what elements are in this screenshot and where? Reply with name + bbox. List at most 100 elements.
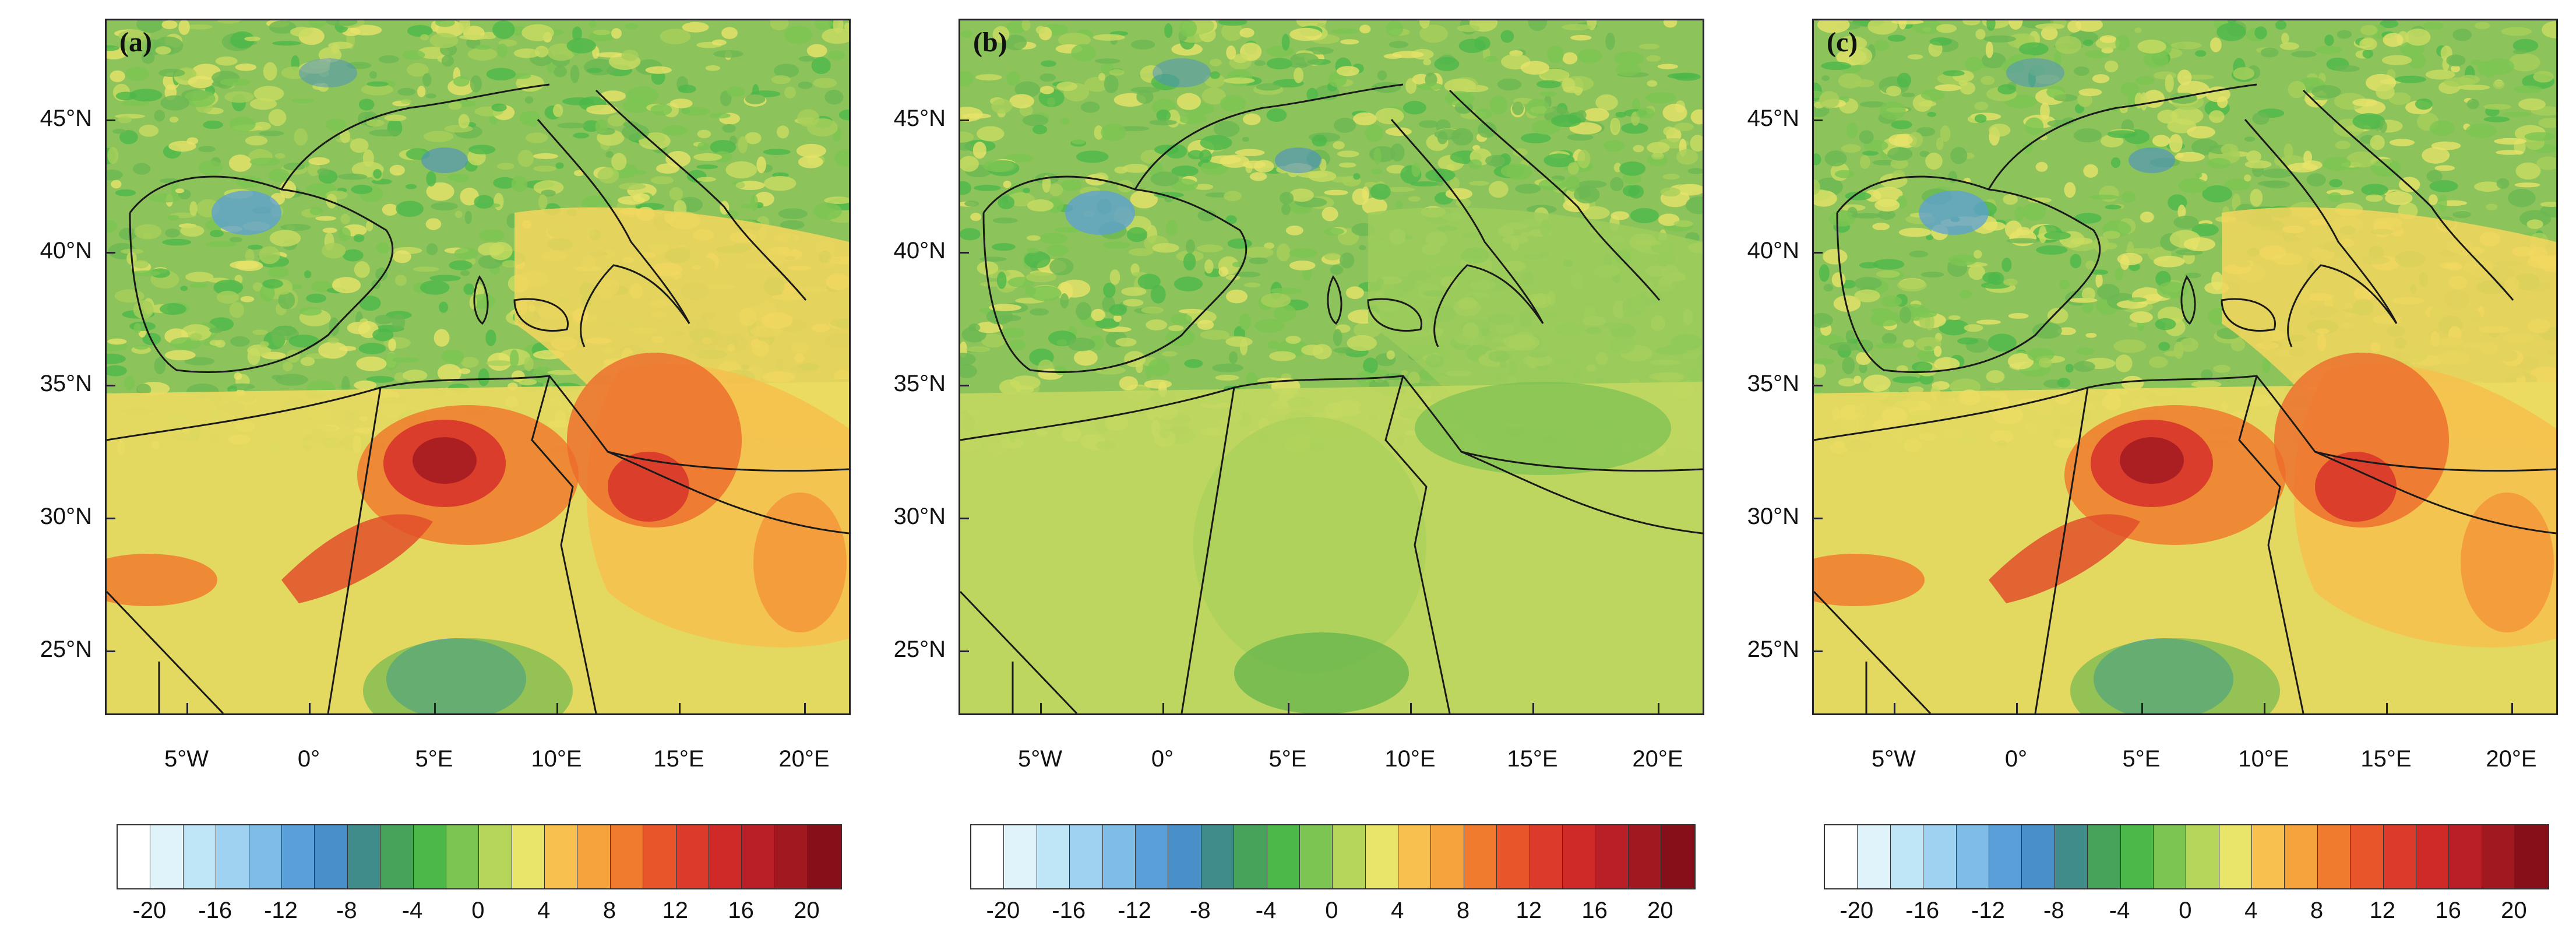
colorbar-cell	[2317, 825, 2351, 888]
colorbar-cell	[1923, 825, 1957, 888]
latitude-tick	[105, 385, 115, 386]
colorbar-cell	[1497, 825, 1530, 888]
colorbar-cell	[2515, 825, 2548, 888]
colorbar-cell	[2383, 825, 2417, 888]
colorbar-tick-label: -20	[986, 898, 1020, 923]
latitude-tick	[958, 518, 969, 519]
anomaly-map	[107, 20, 849, 713]
colorbar-cell	[1431, 825, 1464, 888]
latitude-tick	[1812, 385, 1823, 386]
longitude-tick	[2264, 703, 2265, 713]
colorbar-cell	[1267, 825, 1300, 888]
latitude-tick-label: 45°N	[40, 105, 92, 131]
colorbar-tick-label: -4	[401, 898, 423, 923]
colorbar-tick-label: 16	[728, 898, 754, 923]
longitude-tick	[1532, 703, 1534, 713]
latitude-tick	[105, 252, 115, 254]
longitude-tick-label: 5°W	[1872, 746, 1916, 772]
colorbar-cell	[1530, 825, 1563, 888]
colorbar-cell	[1168, 825, 1201, 888]
colorbar-tick-label: -16	[1905, 898, 1940, 923]
longitude-tick-label: 5°W	[1018, 746, 1062, 772]
latitude-tick-label: 30°N	[1747, 504, 1799, 529]
colorbar-tick-label: 12	[2369, 898, 2396, 923]
colorbar-tick-label: -8	[2043, 898, 2064, 923]
longitude-tick-label: 10°E	[531, 746, 582, 772]
latitude-tick-label: 30°N	[40, 504, 92, 529]
latitude-tick-label: 25°N	[1747, 636, 1799, 662]
anomaly-map	[960, 20, 1703, 713]
coastlines	[960, 83, 1703, 713]
colorbar-cell	[709, 825, 742, 888]
anomaly-map	[1814, 20, 2556, 713]
colorbar-cell	[2219, 825, 2253, 888]
map-frame: (c)	[1812, 19, 2558, 715]
longitude-tick-label: 20°E	[2486, 746, 2537, 772]
longitude-tick	[679, 703, 681, 713]
colorbar-cell	[1135, 825, 1169, 888]
colorbar-cell	[545, 825, 578, 888]
longitude-tick-label: 0°	[297, 746, 320, 772]
colorbar-tick-label: 16	[1581, 898, 1608, 923]
colorbar-tick-label: -20	[1840, 898, 1874, 923]
colorbar-cell	[1956, 825, 1989, 888]
latitude-tick	[1812, 119, 1823, 121]
longitude-tick-label: 5°E	[2122, 746, 2161, 772]
colorbar-cell	[249, 825, 282, 888]
colorbar-cell	[479, 825, 512, 888]
panel-label: (b)	[973, 27, 1007, 58]
colorbar-cell	[1989, 825, 2022, 888]
longitude-tick	[1894, 703, 1895, 713]
colorbar-cell	[2088, 825, 2121, 888]
colorbar-tick-label: 4	[1391, 898, 1404, 923]
longitude-tick-label: 15°E	[2360, 746, 2412, 772]
latitude-tick-label: 45°N	[1747, 105, 1799, 131]
latitude-tick-label: 45°N	[893, 105, 946, 131]
map-panel-b: (b) 45°N 40°N 35°N 30°N 25°N 5°W 0° 5°E 10°E 15°…	[854, 0, 1704, 939]
map-panel-c: (c) 45°N 40°N 35°N 30°N 25°N 5°W 0° 5°E 10°E 15°…	[1707, 0, 2558, 939]
colorbar-cell	[118, 825, 151, 888]
coastlines	[1814, 83, 2556, 713]
colorbar-tick-label: -16	[1052, 898, 1086, 923]
colorbar-tick-label: 12	[1516, 898, 1542, 923]
colorbar-cell	[2055, 825, 2088, 888]
anomaly-field	[1814, 20, 2556, 713]
longitude-tick	[556, 703, 558, 713]
longitude-tick-label: 20°E	[778, 746, 830, 772]
latitude-tick	[958, 650, 969, 652]
map-frame: (b)	[958, 19, 1704, 715]
longitude-tick-label: 5°W	[164, 746, 209, 772]
colorbar-tick-label: 4	[2244, 898, 2258, 923]
latitude-tick	[105, 119, 115, 121]
colorbar-cell	[1398, 825, 1432, 888]
latitude-tick	[105, 518, 115, 519]
colorbar-tick-label: 0	[1325, 898, 1338, 923]
colorbar-cell	[643, 825, 676, 888]
longitude-tick	[186, 703, 188, 713]
colorbar-cell	[1563, 825, 1596, 888]
latitude-tick	[958, 252, 969, 254]
panel-label: (c)	[1827, 27, 1858, 58]
longitude-tick	[1040, 703, 1042, 713]
longitude-tick-label: 15°E	[653, 746, 704, 772]
colorbar-cell	[1890, 825, 1924, 888]
longitude-tick	[804, 703, 806, 713]
colorbar-cell	[315, 825, 348, 888]
coastlines	[107, 83, 849, 713]
colorbar-tick-label: -8	[1190, 898, 1211, 923]
colorbar-cell	[2022, 825, 2055, 888]
colorbar-cell	[2416, 825, 2450, 888]
colorbar-cell	[1299, 825, 1333, 888]
colorbar-tick-label: 4	[537, 898, 551, 923]
colorbar-cell	[2252, 825, 2285, 888]
anomaly-field	[960, 20, 1703, 713]
colorbar-cell	[380, 825, 414, 888]
colorbar-tick-label: -4	[2109, 898, 2130, 923]
latitude-tick-label: 35°N	[1747, 371, 1799, 396]
longitude-tick	[2511, 703, 2513, 713]
latitude-tick	[105, 650, 115, 652]
colorbar-tick-label: 8	[602, 898, 616, 923]
colorbar-cell	[2351, 825, 2384, 888]
latitude-tick-label: 30°N	[893, 504, 946, 529]
colorbar-tick-label: -12	[1118, 898, 1151, 923]
